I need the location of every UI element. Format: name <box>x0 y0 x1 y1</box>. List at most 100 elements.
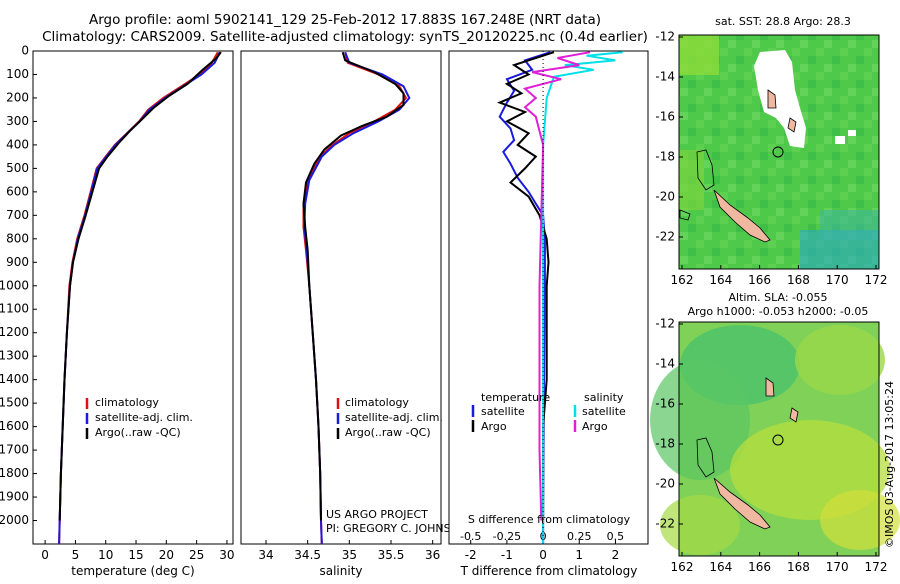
x-tick-label: -1 <box>501 548 513 562</box>
x-tick-label: -2 <box>465 548 477 562</box>
map-y-label: -18 <box>655 150 675 164</box>
map-x-label: 162 <box>671 273 694 287</box>
salinity-panel: 34 34.5 35 35.5 36 salinity climatology sate… <box>240 50 467 578</box>
legend-salinity: salinity <box>584 391 624 404</box>
y-tick-label: 100 <box>6 67 29 81</box>
difference-series <box>497 51 623 544</box>
legend-argo: Argo(..raw -QC) <box>95 426 181 439</box>
map-y-label: -12 <box>655 30 675 44</box>
map-x-label: 166 <box>748 273 771 287</box>
y-tick-label: 1400 <box>0 372 29 386</box>
y-tick-label: 1700 <box>0 443 29 457</box>
sla-map-panel: Altim. SLA: -0.055 Argo h1000: -0.053 h2… <box>650 291 900 574</box>
map-x-label: 168 <box>787 273 810 287</box>
x-tick-label: 34 <box>258 548 273 562</box>
map-y-label: -14 <box>655 70 675 84</box>
sst-new-caledonia <box>713 189 771 243</box>
y-tick-label: 1200 <box>0 325 29 339</box>
x-tick-label: 35.5 <box>378 548 405 562</box>
depth-axis: 0 100 200 300 400 500 600 700 800 900 1000 1100 1200… <box>0 44 37 527</box>
temperature-panel: 0100200300400500600700800900100011001200… <box>0 44 235 579</box>
y-tick-label: 2000 <box>0 513 29 527</box>
x-tick-label: 30 <box>219 548 234 562</box>
project-annotation-2: PI: GREGORY C. JOHNSON <box>326 522 467 535</box>
legend-climatology-2: climatology <box>345 396 409 409</box>
sst-map-panel: sat. SST: 28.8 Argo: 28.3 162 164 166 168 17… <box>655 15 887 287</box>
sla-argo-location <box>772 434 784 446</box>
salinity-x-axis: 34 34.5 35 35.5 36 <box>258 540 440 562</box>
x-tick-label: 36 <box>425 548 440 562</box>
map-x-label: 164 <box>709 273 732 287</box>
map-y-label: -20 <box>655 190 675 204</box>
legend-temperature: temperature <box>481 391 550 404</box>
sla-title-1: Altim. SLA: -0.055 <box>728 291 827 304</box>
y-tick-label: 1100 <box>0 302 29 316</box>
diff-xlabel-t: T difference from climatology <box>460 564 638 578</box>
y-tick-label: 500 <box>6 161 29 175</box>
map-y-label: -22 <box>655 517 675 531</box>
temperature-legend: climatology satellite-adj. clim. Argo(..… <box>85 396 193 439</box>
legend-s-satellite: satellite <box>582 405 626 418</box>
sla-map-axes: 162 164 166 168 170 172 -12 -14 -16 -18 -20 -22 <box>655 317 887 575</box>
y-tick-label: 1500 <box>0 396 29 410</box>
y-tick-label: 600 <box>6 184 29 198</box>
salinity-series <box>302 51 411 545</box>
series-line-s-argo <box>522 51 591 521</box>
map-y-label: -18 <box>655 437 675 451</box>
x-tick-label: 20 <box>159 548 174 562</box>
y-tick-label: 900 <box>6 255 29 269</box>
x2-tick-label: -0.5 <box>460 530 481 543</box>
y-tick-label: 1900 <box>0 490 29 504</box>
y-tick-label: 200 <box>6 90 29 104</box>
y-tick-label: 700 <box>6 208 29 222</box>
x-tick-label: 34.5 <box>294 548 321 562</box>
y-tick-label: 800 <box>6 231 29 245</box>
legend-satellite-2: satellite-adj. clim. <box>345 411 443 424</box>
y-tick-label: 1000 <box>0 278 29 292</box>
map-x-label: 172 <box>865 273 888 287</box>
x2-tick-label: -0.25 <box>493 530 521 543</box>
map-y-label: -16 <box>655 397 675 411</box>
series-line-argo-raw-qc- <box>302 51 405 521</box>
diff-xlabel-s: S difference from climatology <box>468 513 631 526</box>
title-line-1: Argo profile: aoml 5902141_129 25-Feb-20… <box>89 12 601 28</box>
legend-t-argo: Argo <box>481 420 507 433</box>
map-x-label: 170 <box>826 560 849 574</box>
series-line-argo-raw-qc- <box>58 51 222 521</box>
x-tick-label: 0 <box>539 548 547 562</box>
x2-tick-label: 0.5 <box>607 530 625 543</box>
temperature-frame <box>32 50 234 545</box>
y-tick-label: 400 <box>6 137 29 151</box>
y-tick-label: 0 <box>21 44 29 58</box>
map-y-label: -12 <box>655 317 675 331</box>
temperature-xlabel: temperature (deg C) <box>71 564 194 578</box>
sla-new-caledonia <box>713 477 771 530</box>
legend-climatology: climatology <box>95 396 159 409</box>
map-x-label: 168 <box>787 560 810 574</box>
x-tick-label: 0 <box>41 548 49 562</box>
y-tick-label: 1800 <box>0 466 29 480</box>
x2-tick-label: 0.25 <box>567 530 592 543</box>
x-tick-label: 5 <box>72 548 80 562</box>
map-y-label: -16 <box>655 110 675 124</box>
map-y-label: -20 <box>655 477 675 491</box>
legend-argo-2: Argo(..raw -QC) <box>345 426 431 439</box>
sst-argo-location <box>772 146 784 158</box>
x-tick-label: 2 <box>612 548 620 562</box>
map-x-label: 162 <box>671 560 694 574</box>
map-x-label: 166 <box>748 560 771 574</box>
title-line-2: Climatology: CARS2009. Satellite-adjuste… <box>42 29 648 45</box>
salinity-legend: climatology satellite-adj. clim. Argo(..… <box>336 396 443 439</box>
sla-title-2: Argo h1000: -0.053 h2000: -0.05 <box>688 305 869 318</box>
difference-legend: temperature satellite Argo salinity sate… <box>471 391 626 433</box>
map-x-label: 164 <box>709 560 732 574</box>
imos-stamp: ©IMOS 03-Aug-2017 13:05:24 <box>883 381 896 548</box>
difference-frame <box>448 50 649 545</box>
temperature-series <box>58 51 222 545</box>
series-line-s-satellite <box>542 51 623 544</box>
salinity-xlabel: salinity <box>319 564 362 578</box>
map-x-label: 170 <box>826 273 849 287</box>
x-tick-label: 25 <box>189 548 204 562</box>
legend-satellite: satellite-adj. clim. <box>95 411 193 424</box>
sst-map-frame <box>678 34 880 270</box>
